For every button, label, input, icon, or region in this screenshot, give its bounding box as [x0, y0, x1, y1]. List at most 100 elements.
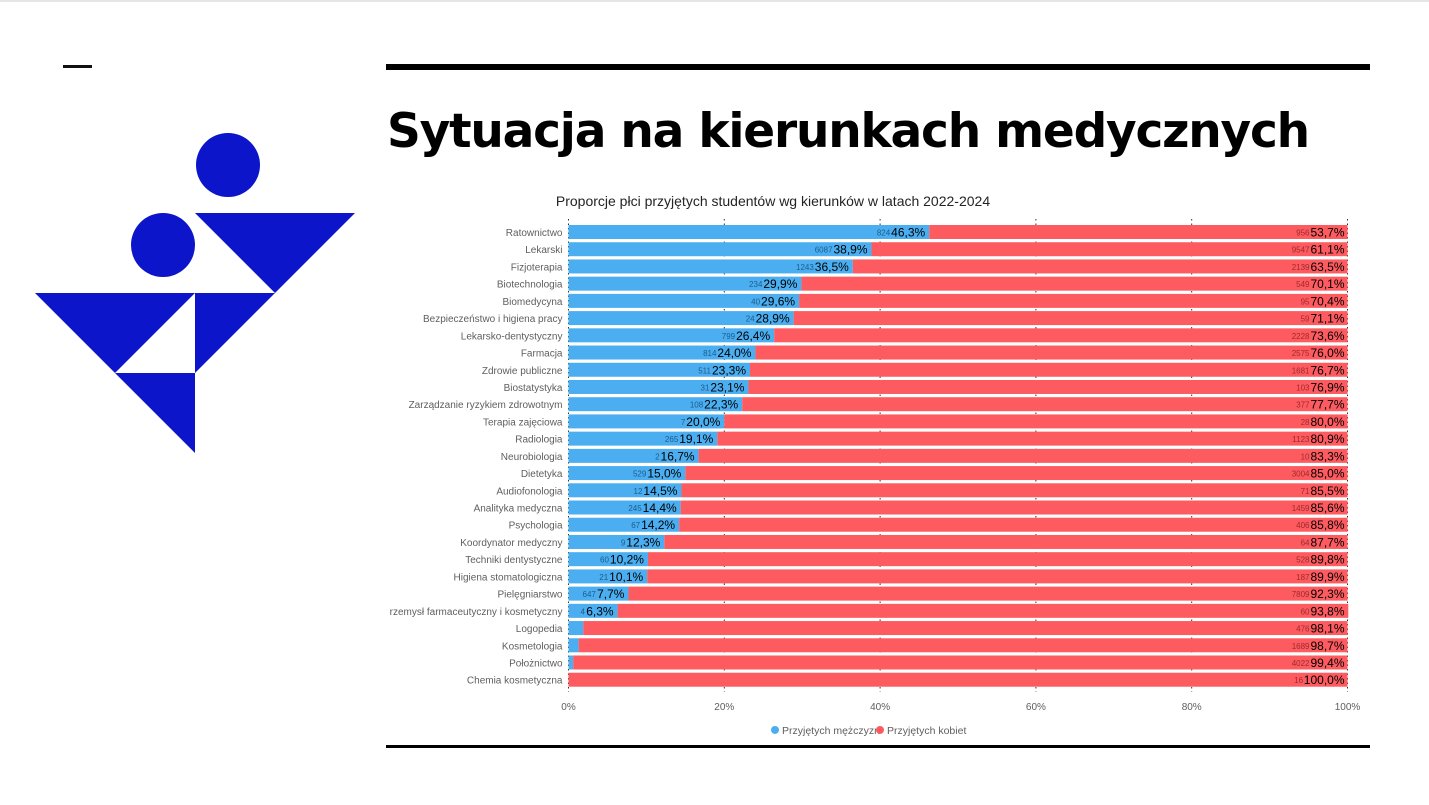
data-label-men-count: 40 [751, 297, 760, 306]
bar-women [583, 621, 1348, 636]
bar-men [568, 259, 853, 274]
data-label-men-percent: 28,9% [756, 312, 790, 326]
data-label-men-percent: 16,7% [661, 449, 695, 463]
data-label-women-percent: 80,0% [1310, 415, 1344, 429]
bar-women [628, 586, 1348, 601]
category-label: Bezpieczeństwo i higiena pracy [423, 314, 563, 325]
bar-women [748, 379, 1348, 394]
bar-women [724, 414, 1348, 429]
data-label-men-percent: 20,0% [686, 415, 720, 429]
bar-women [647, 552, 1348, 567]
data-label-women-count: 64 [1301, 538, 1310, 547]
category-label: Analityka medyczna [474, 504, 563, 515]
data-label-women-percent: 76,7% [1310, 363, 1344, 377]
data-label-men-count: 511 [698, 366, 711, 375]
bar-women [568, 672, 1348, 687]
x-tick-label: 20% [714, 702, 734, 713]
data-label-women-percent: 85,5% [1310, 484, 1344, 498]
data-label-men-percent: 10,2% [610, 553, 644, 567]
bar-women [774, 328, 1348, 343]
bar-men [568, 276, 802, 291]
data-label-men-count: 7 [681, 418, 686, 427]
data-label-women-percent: 93,8% [1310, 604, 1344, 618]
x-tick-label: 40% [870, 702, 890, 713]
category-label: Biotechnologia [497, 280, 563, 291]
data-label-women-percent: 70,1% [1310, 277, 1344, 291]
data-label-women-count: 95 [1301, 297, 1310, 306]
data-label-women-count: 377 [1296, 401, 1310, 410]
data-label-women-count: 1689 [1292, 642, 1310, 651]
category-label: Położnictwo [509, 659, 563, 670]
bar-women [929, 225, 1348, 239]
category-label: Zarządzanie ryzykiem zdrowotnym [409, 400, 563, 411]
bar-men [568, 586, 629, 601]
category-label: Logopedia [516, 624, 563, 635]
data-label-women-count: 59 [1301, 315, 1310, 324]
data-label-women-count: 2139 [1292, 263, 1310, 272]
data-label-women-percent: 76,0% [1310, 346, 1344, 360]
legend-label-women: Przyjętych kobiet [887, 725, 966, 737]
bar-men [568, 569, 648, 584]
bar-women [685, 466, 1348, 481]
category-label: Lekarsko-dentystyczny [461, 331, 563, 342]
data-label-men-percent: 14,2% [641, 518, 675, 532]
data-label-men-count: 6087 [815, 246, 833, 255]
bar-men [568, 379, 749, 394]
data-label-men-percent: 14,4% [643, 501, 677, 515]
bar-men [568, 225, 930, 239]
bar-men [568, 552, 648, 567]
bar-men [568, 362, 751, 377]
data-label-women-percent: 77,7% [1310, 398, 1344, 412]
data-label-men-percent: 23,1% [710, 380, 744, 394]
data-label-women-percent: 71,1% [1310, 312, 1344, 326]
category-label: Ratownictwo [506, 228, 563, 239]
category-label: Terapia zajęciowa [483, 417, 563, 428]
data-label-men-percent: 29,9% [763, 277, 797, 291]
data-label-women-percent: 76,9% [1310, 380, 1344, 394]
x-tick-label: 0% [561, 702, 576, 713]
data-label-women-count: 10 [1301, 452, 1310, 461]
data-label-men-percent: 26,4% [736, 329, 770, 343]
data-label-men-percent: 29,6% [761, 294, 795, 308]
data-label-women-count: 187 [1296, 573, 1310, 582]
category-label: Techniki dentystyczne [465, 555, 563, 566]
data-label-men-percent: 12,3% [626, 535, 660, 549]
data-label-men-count: 60 [600, 556, 609, 565]
data-label-men-count: 814 [703, 349, 717, 358]
bar-women [871, 242, 1348, 257]
bar-women [755, 345, 1348, 360]
data-label-women-percent: 80,9% [1310, 432, 1344, 446]
data-label-men-count: 799 [722, 332, 736, 341]
data-label-men-count: 21 [599, 573, 608, 582]
data-label-women-count: 2575 [1292, 349, 1310, 358]
category-label: Koordynator medyczny [460, 538, 562, 549]
data-label-women-percent: 70,4% [1310, 294, 1344, 308]
category-label: Pielęgniarstwo [497, 590, 562, 601]
bar-women [617, 603, 1349, 618]
category-label: Biomedycyna [502, 297, 562, 308]
bar-women [679, 517, 1348, 532]
bar-women [681, 483, 1348, 498]
data-label-men-count: 2 [655, 452, 660, 461]
data-label-women-count: 71 [1301, 487, 1310, 496]
data-label-men-percent: 6,3% [586, 604, 614, 618]
data-label-women-count: 60 [1301, 607, 1310, 616]
data-label-men-percent: 38,9% [833, 243, 867, 257]
chart-legend: Przyjętych mężczyzn Przyjętych kobiet [771, 725, 966, 737]
data-label-women-count: 956 [1296, 229, 1310, 238]
bar-men [568, 621, 584, 636]
category-label: Lekarski [525, 245, 562, 256]
data-label-women-percent: 89,8% [1310, 553, 1344, 567]
x-axis-ticks: 0% 20% 40% 60% 80% 100% [561, 702, 1360, 713]
bar-men [568, 638, 579, 653]
data-label-men-count: 4 [581, 607, 586, 616]
bar-men [568, 603, 618, 618]
data-label-women-percent: 98,7% [1310, 639, 1344, 653]
bar-women [664, 534, 1348, 549]
bar-men [568, 655, 574, 670]
bar-women [647, 569, 1348, 584]
data-label-women-count: 406 [1296, 521, 1310, 530]
category-label: Radiologia [515, 435, 563, 446]
category-label: Zdrowie publiczne [482, 366, 563, 377]
